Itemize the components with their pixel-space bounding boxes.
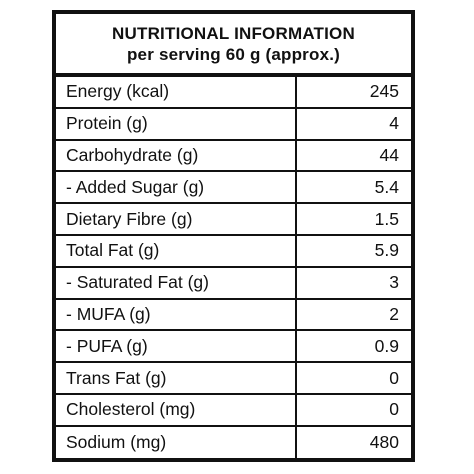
table-row: Trans Fat (g) 0 — [56, 363, 411, 395]
nutrient-name: Dietary Fibre (g) — [66, 208, 193, 229]
nutrient-name: Total Fat (g) — [66, 240, 160, 261]
nutrient-name: Trans Fat (g) — [66, 367, 167, 388]
table-row: Energy (kcal) 245 — [56, 77, 411, 109]
nutrient-value: 4 — [389, 113, 399, 134]
nutrient-value: 2 — [389, 303, 399, 324]
nutrient-name: Carbohydrate (g) — [66, 144, 199, 165]
nutrient-value: 480 — [369, 432, 399, 453]
column-divider — [295, 77, 297, 459]
table-row: - PUFA (g) 0.9 — [56, 331, 411, 364]
table-row: - Saturated Fat (g) 3 — [56, 268, 411, 300]
table-row: Protein (g) 4 — [56, 109, 411, 141]
table-row: - MUFA (g) 2 — [56, 300, 411, 332]
nutrient-value: 245 — [369, 81, 399, 102]
nutrient-name: - Saturated Fat (g) — [66, 272, 209, 293]
nutrient-name: Energy (kcal) — [66, 81, 170, 102]
table-row: Total Fat (g) 5.9 — [56, 236, 411, 268]
serving-size: per serving 60 g (approx.) — [126, 45, 341, 64]
nutrient-value: 44 — [379, 144, 399, 165]
table-row: Sodium (mg) 480 — [56, 427, 411, 459]
nutrient-name: Cholesterol (mg) — [66, 399, 196, 420]
table-row: - Added Sugar (g) 5.4 — [56, 172, 411, 205]
nutrient-value: 5.4 — [374, 176, 399, 197]
table-row: Dietary Fibre (g) 1.5 — [56, 204, 411, 236]
nutrition-header: NUTRITIONAL INFORMATION per serving 60 g… — [56, 14, 411, 77]
nutrient-name: - MUFA (g) — [66, 303, 151, 324]
table-row: Cholesterol (mg) 0 — [56, 395, 411, 427]
nutrient-name: - Added Sugar (g) — [66, 176, 205, 197]
nutrition-label: NUTRITIONAL INFORMATION per serving 60 g… — [52, 10, 415, 462]
nutrient-value: 5.9 — [374, 240, 399, 261]
nutrient-value: 0 — [389, 399, 399, 420]
nutrient-value: 1.5 — [374, 208, 399, 229]
nutrient-name: - PUFA (g) — [66, 335, 148, 356]
nutrient-name: Sodium (mg) — [66, 432, 167, 453]
nutrient-value: 0.9 — [374, 335, 399, 356]
nutrient-value: 3 — [389, 272, 399, 293]
nutrition-title: NUTRITIONAL INFORMATION — [112, 24, 355, 43]
table-row: Carbohydrate (g) 44 — [56, 141, 411, 173]
nutrition-table: Energy (kcal) 245 Protein (g) 4 Carbohyd… — [56, 77, 411, 459]
nutrient-name: Protein (g) — [66, 113, 148, 134]
nutrient-value: 0 — [389, 367, 399, 388]
